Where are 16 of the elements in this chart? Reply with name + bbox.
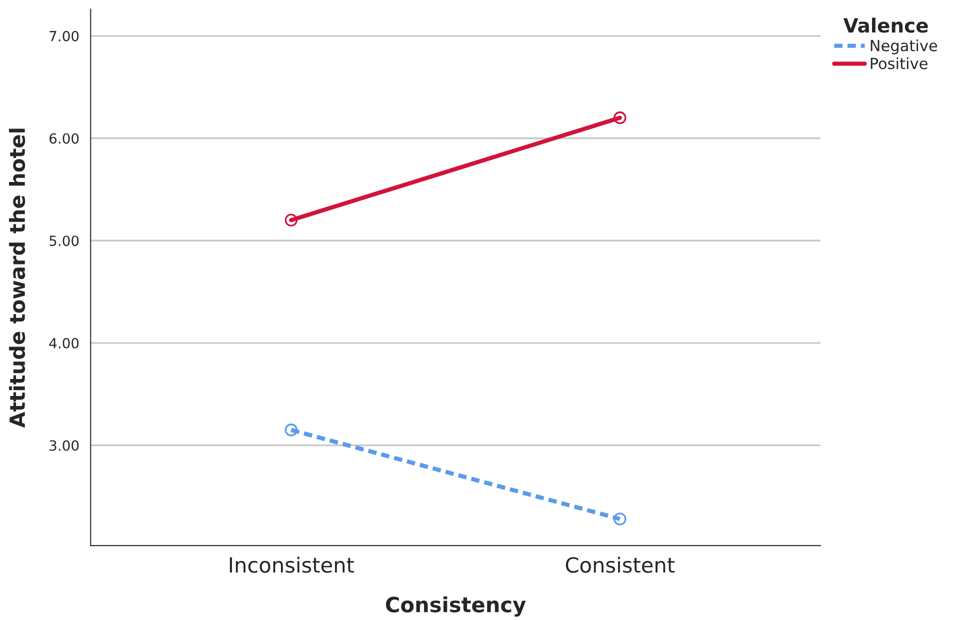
y-tick-label: 5.00	[50, 236, 79, 246]
x-tick-label: Inconsistent	[230, 556, 354, 573]
legend-title: Valence	[843, 18, 928, 33]
point	[614, 512, 626, 526]
x-tick-label: Consistent	[566, 556, 675, 573]
point	[284, 214, 298, 227]
y-tick-label: 3.00	[50, 440, 79, 451]
y-tick-label: 7.00	[50, 30, 79, 42]
y-tick-label: 6.00	[50, 133, 79, 144]
y-axis-title: Attitude toward the hotel	[8, 128, 26, 428]
legend-label: Negative	[870, 40, 938, 54]
x-axis-title: Consistency	[386, 596, 526, 617]
y-tick-label: 4.00	[49, 338, 79, 348]
point	[284, 424, 298, 436]
point	[614, 111, 626, 124]
legend-label: Positive	[870, 57, 928, 70]
